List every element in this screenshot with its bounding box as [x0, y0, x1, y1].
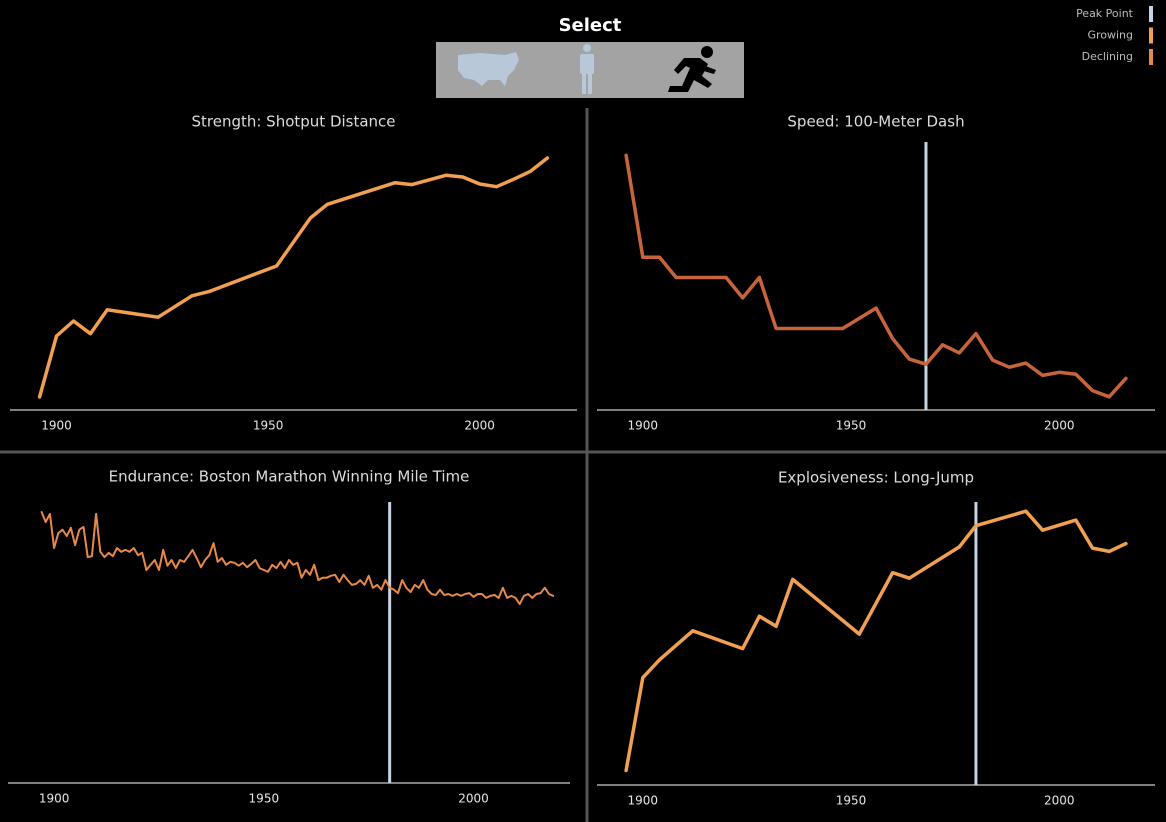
x-tick-label: 2000: [458, 792, 489, 806]
data-line: [37, 156, 550, 399]
x-tick-label: 2000: [464, 419, 495, 433]
selector: [436, 42, 744, 98]
chart-title: Explosiveness: Long-Jump: [778, 469, 974, 487]
data-line: [624, 153, 1128, 399]
x-tick-label: 1950: [836, 794, 867, 808]
person-icon[interactable]: [580, 44, 594, 94]
legend-swatch: [1149, 6, 1153, 22]
runner-icon[interactable]: [668, 46, 716, 92]
map-icon[interactable]: [458, 52, 519, 86]
x-tick-label: 1950: [249, 792, 280, 806]
x-tick-label: 1900: [41, 419, 72, 433]
legend-swatch: [1149, 49, 1153, 65]
chart-title: Strength: Shotput Distance: [191, 113, 395, 131]
legend-label: Growing: [1087, 29, 1133, 42]
x-tick-label: 2000: [1044, 794, 1075, 808]
x-tick-label: 1900: [628, 419, 659, 433]
legend-label: Declining: [1082, 50, 1133, 63]
x-tick-label: 1900: [39, 792, 70, 806]
x-tick-label: 1950: [253, 419, 284, 433]
chart-title: Endurance: Boston Marathon Winning Mile …: [109, 468, 470, 486]
data-line: [40, 511, 555, 606]
legend-swatch: [1149, 27, 1153, 44]
selector-title: Select: [559, 15, 622, 36]
chart-title: Speed: 100-Meter Dash: [787, 113, 964, 131]
x-tick-label: 1900: [628, 794, 659, 808]
x-tick-label: 1950: [836, 419, 867, 433]
legend-label: Peak Point: [1076, 7, 1134, 20]
x-tick-label: 2000: [1044, 419, 1075, 433]
data-line: [624, 509, 1128, 773]
